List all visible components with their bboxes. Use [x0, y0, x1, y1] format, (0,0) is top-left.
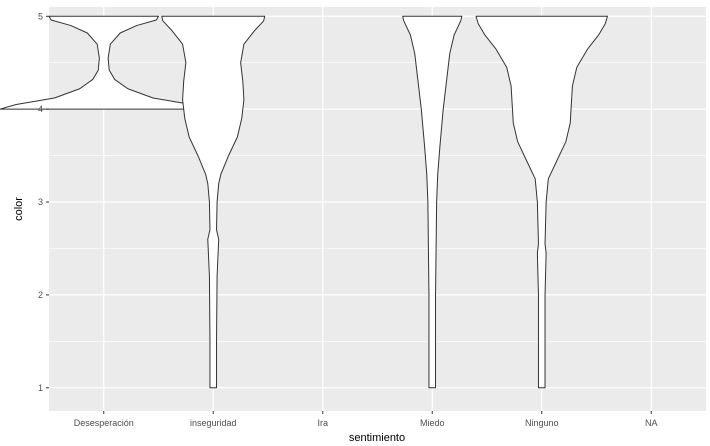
y-tick-label: 1	[38, 383, 43, 393]
x-tick-label: Desesperación	[74, 418, 134, 428]
x-tick-label: inseguridad	[190, 418, 237, 428]
violin-ninguno	[475, 15, 608, 389]
y-axis-title: color	[13, 197, 25, 221]
violin-inseguridad	[161, 15, 266, 389]
x-axis: Desesperación inseguridad Ira Miedo Ninguno N…	[74, 411, 658, 428]
y-tick-label: 5	[38, 11, 43, 21]
plot-panel	[49, 7, 706, 411]
x-axis-title: sentimiento	[349, 432, 405, 444]
y-tick-label: 3	[38, 197, 43, 207]
y-tick-label: 2	[38, 290, 43, 300]
x-tick-label: Ira	[317, 418, 328, 428]
x-tick-label: NA	[645, 418, 658, 428]
violin-miedo	[402, 15, 463, 389]
x-tick-label: Miedo	[420, 418, 445, 428]
y-axis: 1 2 3 4 5	[38, 11, 49, 393]
violin-group	[0, 15, 608, 389]
x-tick-label: Ninguno	[525, 418, 559, 428]
grid-minor-lines	[49, 62, 706, 342]
y-tick-label: 4	[38, 104, 43, 114]
